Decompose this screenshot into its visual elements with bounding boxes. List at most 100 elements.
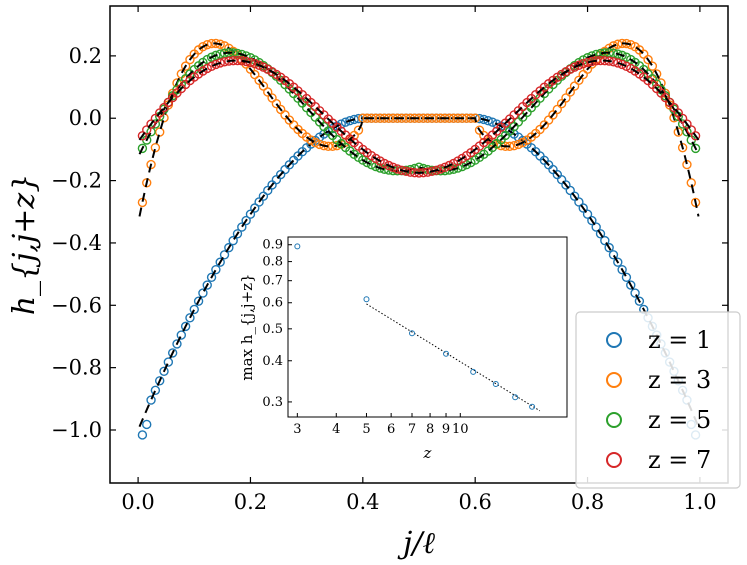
data-point <box>211 264 221 275</box>
data-point <box>180 61 191 71</box>
data-point <box>176 330 187 340</box>
data-point <box>159 366 169 377</box>
data-point <box>211 50 221 61</box>
legend-box <box>575 311 741 489</box>
legend-marker <box>606 332 622 348</box>
legend-label: z = 1 <box>648 326 711 354</box>
data-point <box>198 288 208 298</box>
main-plot: 0.0 0.2 0.4 0.6 0.8 1.0 0.2 0.0 −0.2 −0.4 −0.6 −0.8… <box>7 5 729 561</box>
data-point <box>180 321 191 332</box>
inset-plot: 3 4 5 6 7 8 9 10 0.9 0.8 0.7 0.6 0.5 0.4 0.3 z max h_{j,… <box>238 236 568 462</box>
data-point <box>254 60 264 70</box>
inset-x-tick-label: 6 <box>387 422 395 437</box>
data-point <box>513 139 524 150</box>
inset-data-point <box>492 381 499 388</box>
data-point <box>613 49 623 59</box>
inset-x-tick-label: 3 <box>293 422 301 437</box>
data-point <box>189 304 199 315</box>
data-point <box>219 250 230 260</box>
data-point <box>388 162 398 173</box>
data-point <box>617 50 627 61</box>
data-point <box>574 60 584 70</box>
data-point <box>595 229 606 239</box>
inset-data-point <box>294 243 301 250</box>
data-point <box>176 69 187 79</box>
data-point <box>150 385 161 396</box>
data-point <box>332 140 342 151</box>
data-point <box>237 49 247 60</box>
data-point <box>587 215 597 226</box>
data-point <box>137 131 148 141</box>
y-tick-label: −1.0 <box>51 418 102 442</box>
inset-y-tick-label: 0.8 <box>262 255 283 270</box>
data-point <box>258 81 269 91</box>
inset-data-point <box>512 394 519 401</box>
data-point <box>608 250 619 260</box>
data-point <box>461 160 472 170</box>
data-point <box>362 157 372 168</box>
x-tick-label: 0.8 <box>571 490 604 514</box>
data-point <box>366 160 377 170</box>
inset-frame <box>287 236 568 418</box>
data-point <box>686 125 696 135</box>
inset-data-point <box>470 368 477 375</box>
data-point <box>582 209 593 219</box>
inset-x-label: z <box>423 444 432 462</box>
data-point <box>561 93 571 103</box>
data-point <box>193 296 204 306</box>
data-point <box>154 127 165 137</box>
inset-y-tick-label: 0.5 <box>262 322 283 337</box>
data-point <box>440 162 450 173</box>
data-point <box>608 41 619 51</box>
data-point <box>250 58 260 69</box>
data-point <box>245 209 256 219</box>
x-tick-label: 0.4 <box>346 490 379 514</box>
data-point <box>137 430 148 440</box>
data-point <box>444 160 454 171</box>
data-point <box>340 117 351 127</box>
y-tick-label: −0.2 <box>51 169 102 193</box>
data-point <box>241 215 251 226</box>
data-point <box>206 61 217 71</box>
inset-data-point <box>529 403 536 410</box>
data-point <box>509 140 519 151</box>
data-point <box>198 42 208 52</box>
fit-curve <box>138 51 700 172</box>
data-point <box>237 222 247 232</box>
data-point <box>677 142 688 153</box>
legend-label: z = 7 <box>648 446 711 474</box>
inset-x-tick-label: 9 <box>442 422 450 437</box>
data-point <box>483 115 493 126</box>
legend-marker <box>606 412 622 428</box>
data-point <box>353 125 364 135</box>
inset-x-tick-label: 8 <box>426 422 434 437</box>
inset-data-point <box>363 296 370 303</box>
fit-curve <box>138 42 700 217</box>
data-point <box>600 235 610 246</box>
data-point <box>150 142 161 153</box>
series-7 <box>137 55 701 178</box>
data-point <box>578 58 588 69</box>
y-axis-label: h_{j,j+z} <box>7 174 42 316</box>
data-point <box>690 131 701 141</box>
data-point <box>613 257 623 267</box>
data-point <box>250 203 260 213</box>
y-tick-label: −0.6 <box>51 293 102 317</box>
x-tick-label: 0.6 <box>458 490 491 514</box>
data-point <box>206 52 217 62</box>
inset-y-tick-label: 0.7 <box>262 274 283 289</box>
inset-x-tick-label: 5 <box>362 422 370 437</box>
data-point <box>392 164 403 174</box>
data-point <box>206 272 217 282</box>
inset-y-tick-label: 0.3 <box>262 395 283 410</box>
data-point <box>202 280 212 290</box>
data-point <box>142 419 152 430</box>
data-point <box>634 296 645 306</box>
data-point <box>613 58 623 68</box>
data-point <box>435 164 446 174</box>
data-point <box>617 59 627 70</box>
data-point <box>621 272 632 282</box>
inset-fit-line <box>366 303 541 412</box>
data-point <box>314 139 325 150</box>
